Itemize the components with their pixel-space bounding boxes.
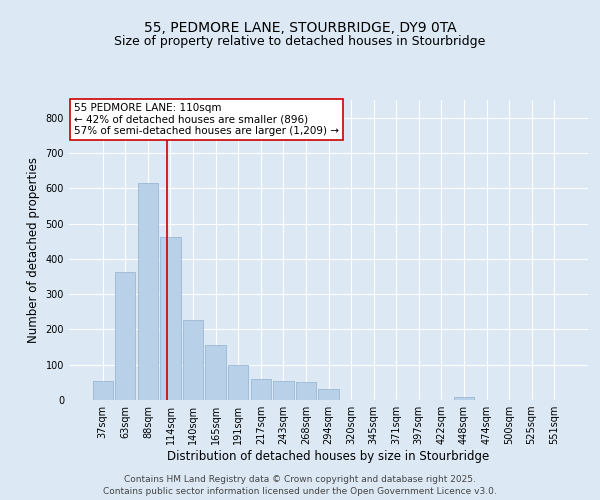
Bar [319, 390, 338, 400]
Bar [205, 344, 226, 400]
Text: Size of property relative to detached houses in Stourbridge: Size of property relative to detached ho… [115, 34, 485, 48]
Bar [273, 380, 293, 400]
Text: Contains HM Land Registry data © Crown copyright and database right 2025.: Contains HM Land Registry data © Crown c… [124, 474, 476, 484]
Y-axis label: Number of detached properties: Number of detached properties [27, 157, 40, 343]
X-axis label: Distribution of detached houses by size in Stourbridge: Distribution of detached houses by size … [167, 450, 490, 463]
Bar [454, 397, 474, 400]
Text: 55 PEDMORE LANE: 110sqm
← 42% of detached houses are smaller (896)
57% of semi-d: 55 PEDMORE LANE: 110sqm ← 42% of detache… [74, 103, 339, 136]
Bar [115, 272, 136, 400]
Text: 55, PEDMORE LANE, STOURBRIDGE, DY9 0TA: 55, PEDMORE LANE, STOURBRIDGE, DY9 0TA [143, 20, 457, 34]
Bar [160, 237, 181, 400]
Text: Contains public sector information licensed under the Open Government Licence v3: Contains public sector information licen… [103, 486, 497, 496]
Bar [228, 364, 248, 400]
Bar [251, 379, 271, 400]
Bar [183, 320, 203, 400]
Bar [296, 382, 316, 400]
Bar [138, 182, 158, 400]
Bar [92, 380, 113, 400]
